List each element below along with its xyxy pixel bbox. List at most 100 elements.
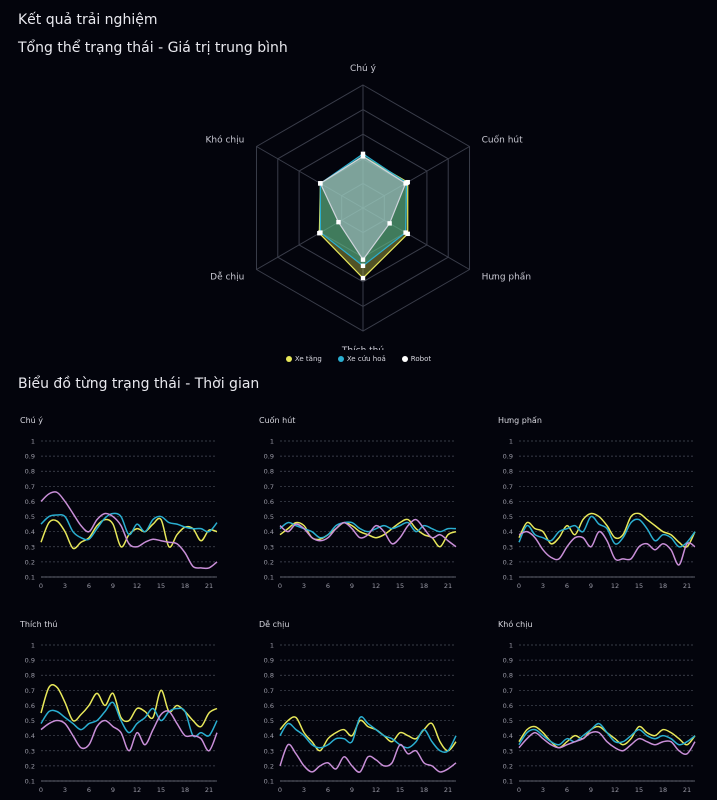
chart-title-kho-chiu: Khó chịu <box>498 620 533 629</box>
x-tick-label: 6 <box>87 582 91 590</box>
line-chart-cuon-hut: 0.1 0.2 0.3 0.4 0.5 0.6 0.7 0.8 0.9 1 0 3 6 9 12 15 18 21 <box>264 438 457 590</box>
legend-xe-tang-marker <box>285 356 292 362</box>
y-tick-label: 0.9 <box>264 657 274 665</box>
y-tick-label: 0.1 <box>264 574 274 582</box>
y-tick-label: 0.4 <box>503 732 513 740</box>
x-tick-label: 18 <box>181 786 189 794</box>
x-tick-label: 18 <box>181 582 189 590</box>
y-tick-label: 0.9 <box>264 453 274 461</box>
radar-point-xe-tang-thich-thu <box>360 275 366 281</box>
line-chart-chu-y: 0.1 0.2 0.3 0.4 0.5 0.6 0.7 0.8 0.9 1 0 3 6 9 12 15 18 21 <box>25 438 218 590</box>
y-tick-label: 0.6 <box>25 702 35 710</box>
y-tick-label: 0.8 <box>264 468 274 476</box>
series-line-robot-cuon-hut <box>279 518 457 548</box>
x-tick-label: 18 <box>659 786 667 794</box>
y-tick-label: 0.8 <box>503 468 513 476</box>
y-tick-label: 0.9 <box>503 453 513 461</box>
radar-spoke <box>256 146 364 209</box>
x-tick-label: 15 <box>157 582 165 590</box>
x-tick-label: 6 <box>87 786 91 794</box>
series-line-xe-cuu-hoa-thich-thu <box>40 701 218 738</box>
radar-legend: Xe tăng Xe cứu hoả Robot <box>0 355 717 363</box>
line-chart-thich-thu: 0.1 0.2 0.3 0.4 0.5 0.6 0.7 0.8 0.9 1 0 3 6 9 12 15 18 21 <box>25 642 218 794</box>
y-tick-label: 0.1 <box>503 574 513 582</box>
y-tick-label: 0.3 <box>503 747 513 755</box>
legend-robot-marker <box>401 356 408 362</box>
x-tick-label: 9 <box>111 786 115 794</box>
legend-robot-label: Robot <box>410 355 432 363</box>
y-tick-label: 0.5 <box>25 717 35 725</box>
x-tick-label: 9 <box>111 582 115 590</box>
legend-item-robot[interactable]: Robot <box>401 355 432 363</box>
legend-item-xe-cuu-hoa[interactable]: Xe cứu hoả <box>337 355 386 363</box>
x-tick-label: 12 <box>372 582 380 590</box>
line-chart-hung-phan: 0.1 0.2 0.3 0.4 0.5 0.6 0.7 0.8 0.9 1 0 3 6 9 12 15 18 21 <box>503 438 696 590</box>
y-tick-label: 0.6 <box>264 498 274 506</box>
y-tick-label: 0.1 <box>25 574 35 582</box>
radar-axis-label-kho-chiu: Khó chịu <box>206 135 245 146</box>
x-tick-label: 3 <box>541 786 545 794</box>
x-tick-label: 0 <box>278 786 282 794</box>
x-tick-label: 15 <box>635 786 643 794</box>
x-tick-label: 15 <box>157 786 165 794</box>
y-tick-label: 0.5 <box>264 513 274 521</box>
series-line-xe-tang-de-chiu <box>279 716 457 752</box>
x-tick-label: 9 <box>350 786 354 794</box>
y-tick-label: 0.7 <box>264 687 274 695</box>
radar-point-xe-cuu-hoa-chu-y <box>360 151 366 157</box>
series-line-robot-kho-chiu <box>518 730 696 755</box>
radar-point-xe-cuu-hoa-thich-thu <box>360 263 366 269</box>
line-chart-kho-chiu: 0.1 0.2 0.3 0.4 0.5 0.6 0.7 0.8 0.9 1 0 3 6 9 12 15 18 21 <box>503 642 696 794</box>
x-tick-label: 15 <box>396 582 404 590</box>
y-tick-label: 0.5 <box>25 513 35 521</box>
x-tick-label: 21 <box>205 786 213 794</box>
x-tick-label: 15 <box>635 582 643 590</box>
y-tick-label: 0.2 <box>25 762 35 770</box>
y-tick-label: 0.7 <box>25 687 35 695</box>
y-tick-label: 0.3 <box>264 543 274 551</box>
line-chart-de-chiu: 0.1 0.2 0.3 0.4 0.5 0.6 0.7 0.8 0.9 1 0 3 6 9 12 15 18 21 <box>264 642 457 794</box>
radar-spoke <box>256 207 364 270</box>
y-tick-label: 0.2 <box>503 762 513 770</box>
x-tick-label: 18 <box>420 786 428 794</box>
series-line-xe-cuu-hoa-hung-phan <box>518 515 696 548</box>
chart-title-hung-phan: Hưng phấn <box>498 416 542 425</box>
x-tick-label: 0 <box>39 786 43 794</box>
series-line-xe-cuu-hoa-chu-y <box>40 512 218 541</box>
y-tick-label: 0.8 <box>503 672 513 680</box>
x-tick-label: 0 <box>39 582 43 590</box>
x-tick-label: 21 <box>444 786 452 794</box>
y-tick-label: 0.6 <box>25 498 35 506</box>
series-line-xe-cuu-hoa-kho-chiu <box>518 722 696 746</box>
x-tick-label: 6 <box>326 786 330 794</box>
x-tick-label: 6 <box>565 786 569 794</box>
radar-axis-label-thich-thu: Thích thú <box>341 346 384 350</box>
x-tick-label: 3 <box>302 582 306 590</box>
y-tick-label: 0.6 <box>503 702 513 710</box>
series-line-robot-hung-phan <box>518 530 696 566</box>
legend-item-xe-tang[interactable]: Xe tăng <box>285 355 322 363</box>
radar-point-robot-de-chiu <box>336 219 341 225</box>
series-line-robot-de-chiu <box>279 743 457 773</box>
y-tick-label: 0.4 <box>503 528 513 536</box>
x-tick-label: 9 <box>589 582 593 590</box>
legend-xe-cuu-hoa-label: Xe cứu hoả <box>346 355 386 363</box>
y-tick-label: 0.6 <box>503 498 513 506</box>
y-tick-label: 0.1 <box>25 778 35 786</box>
y-tick-label: 0.2 <box>503 558 513 566</box>
radar-point-robot-chu-y <box>360 154 366 159</box>
page-title: Kết quả trải nghiệm <box>18 12 158 28</box>
y-tick-label: 0.8 <box>25 672 35 680</box>
x-tick-label: 21 <box>444 582 452 590</box>
radar-point-robot-kho-chiu <box>318 181 323 186</box>
x-tick-label: 12 <box>133 582 141 590</box>
y-tick-label: 1 <box>270 642 274 650</box>
radar-spoke <box>362 146 470 209</box>
radar-chart: Chú ý Cuốn hút Hưng phấn Thích thú Dễ chịu Kh… <box>206 64 532 350</box>
x-tick-label: 9 <box>350 582 354 590</box>
y-tick-label: 0.7 <box>503 687 513 695</box>
y-tick-label: 0.5 <box>503 513 513 521</box>
y-tick-label: 0.2 <box>25 558 35 566</box>
y-tick-label: 1 <box>31 642 35 650</box>
